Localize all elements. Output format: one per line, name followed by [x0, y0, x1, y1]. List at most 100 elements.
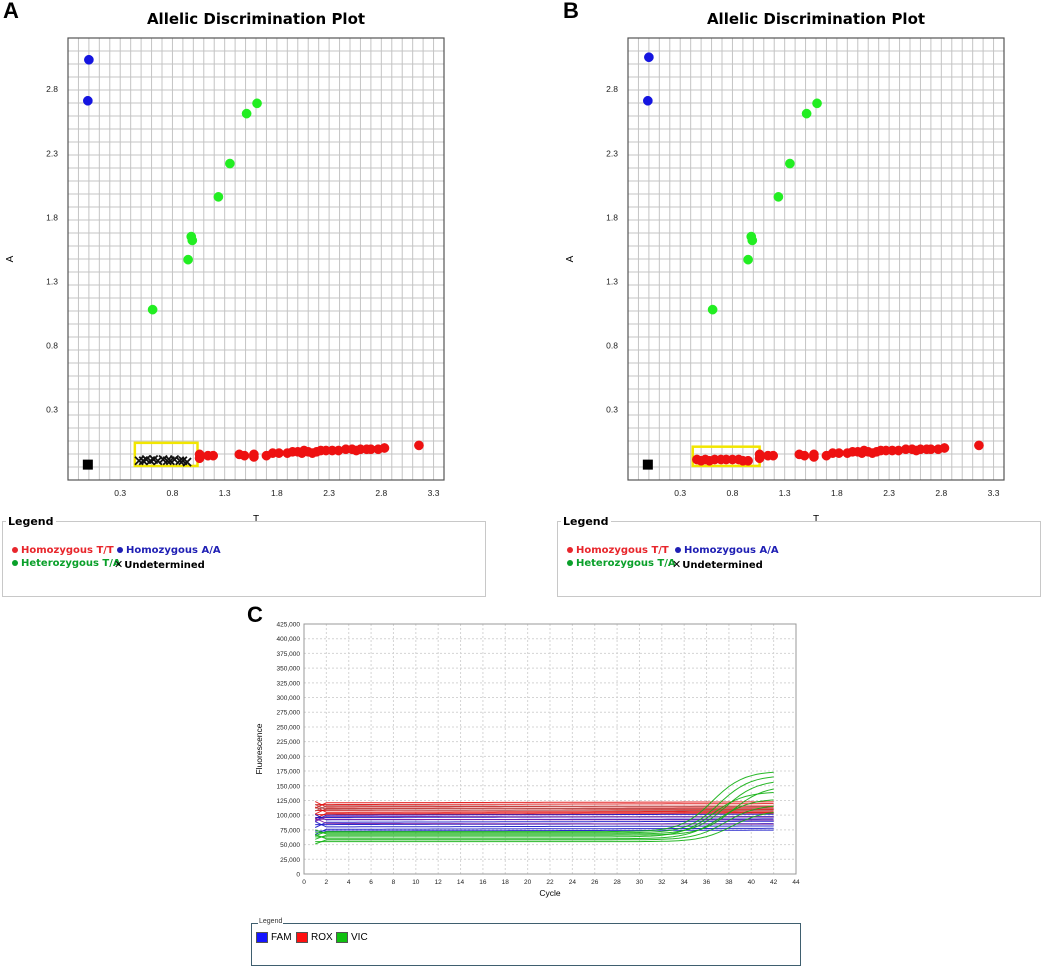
y-tick-label: 1.8 — [606, 212, 618, 222]
x-tick-label: 24 — [569, 879, 577, 886]
y-tick-label: 25,000 — [280, 857, 300, 864]
allelic-plot-b: 0.3 0.8 1.3 1.8 2.3 2.8 3.3 0.3 0.8 1.3 1.8 2.3 2.8 T… — [565, 37, 1005, 525]
y-tick-label: 1.3 — [46, 276, 58, 286]
heterozygous-t-a-point — [785, 158, 795, 169]
x-tick-label: 22 — [546, 879, 554, 886]
x-tick-label: 1.8 — [831, 488, 843, 498]
legend-c-item-fam: FAM — [256, 932, 292, 943]
heterozygous-t-a-point — [187, 235, 198, 246]
x-tick-label: 1.8 — [271, 488, 283, 498]
heterozygous-t-a-point — [743, 254, 753, 265]
homozygous-a-a-point — [642, 95, 653, 106]
plot-border — [67, 37, 445, 481]
panel-label-a: A — [3, 0, 19, 23]
fam-curve — [314, 815, 774, 823]
y-tick-label: 175,000 — [277, 769, 301, 776]
x-tick-label: 0 — [302, 879, 306, 886]
homozygous-t-t-point — [974, 440, 984, 451]
y-tick-label: 2.3 — [46, 148, 58, 158]
x-tick-label: 0.8 — [727, 488, 739, 498]
gridlines — [628, 38, 1004, 480]
homozygous-t-t-point — [834, 448, 844, 458]
x-mark-stroke — [178, 456, 188, 466]
legend-a-item-heterozygous-ta: Heterozygous T/A — [12, 558, 121, 569]
undetermined-point — [182, 457, 192, 467]
homozygous-t-t-point — [809, 452, 819, 462]
x-tick-label: 0.3 — [114, 488, 126, 498]
homozygous-a-a-point — [84, 54, 94, 65]
rox-swatch-icon — [296, 932, 308, 943]
x-axis-label: Cycle — [539, 888, 561, 898]
legend-a-item-undetermined: ✕Undetermined — [114, 558, 205, 571]
x-tick-label: 6 — [369, 879, 373, 886]
x-mark-stroke — [162, 456, 172, 466]
x-tick-label: 1.3 — [219, 488, 231, 498]
legend-dot-icon — [675, 547, 681, 553]
x-tick-label: 2 — [325, 879, 329, 886]
y-axis-label: A — [5, 255, 16, 262]
y-tick-label: 425,000 — [277, 622, 301, 629]
undetermined-point — [162, 456, 172, 466]
legend-dot-icon — [567, 560, 573, 566]
legend-a-item-homozygous-tt: Homozygous T/T — [12, 545, 114, 556]
y-tick-label: 2.8 — [46, 84, 58, 94]
heterozygous-t-a-point — [183, 254, 193, 265]
x-tick-label: 0.3 — [674, 488, 686, 498]
panel-label-c: C — [247, 602, 263, 627]
y-tick-label: 250,000 — [277, 724, 301, 731]
allelic-plot-a: 0.3 0.8 1.3 1.8 2.3 2.8 3.3 0.3 0.8 1.3 1.8 2.3 2.8 T… — [5, 37, 445, 525]
x-tick-label: 8 — [392, 879, 396, 886]
homozygous-t-t-point — [194, 453, 205, 464]
y-axis-label: A — [565, 255, 576, 262]
legend-b-item-undetermined: ✕Undetermined — [672, 558, 763, 571]
rox-curve — [315, 813, 774, 816]
vic-curve — [315, 771, 774, 837]
y-tick-label: 375,000 — [277, 651, 301, 658]
y-tick-label: 2.3 — [606, 148, 618, 158]
legend-b-item-heterozygous-ta: Heterozygous T/A — [567, 558, 676, 569]
heterozygous-t-a-point — [707, 304, 718, 315]
homozygous-t-t-point — [208, 450, 219, 461]
x-tick-label: 30 — [636, 879, 644, 886]
legend-c-item-vic: VIC — [336, 932, 368, 943]
legend-a — [2, 521, 486, 597]
x-tick-label: 3.3 — [428, 488, 440, 498]
fam-curve — [315, 818, 774, 821]
legend-c-item-rox: ROX — [296, 932, 333, 943]
plot-a-title: Allelic Discrimination Plot — [146, 10, 366, 28]
vic-curve — [315, 812, 774, 843]
y-tick-label: 100,000 — [277, 813, 301, 820]
heterozygous-t-a-point — [747, 235, 758, 246]
y-tick-label: 300,000 — [277, 695, 301, 702]
plot-b-title: Allelic Discrimination Plot — [706, 10, 926, 28]
y-tick-label: 225,000 — [277, 739, 301, 746]
homozygous-t-t-point — [249, 452, 259, 462]
rox-curve — [315, 803, 774, 806]
gridlines — [68, 38, 444, 480]
heterozygous-t-a-point — [773, 192, 784, 202]
x-tick-label: 44 — [792, 879, 800, 886]
legend-label: VIC — [351, 932, 368, 944]
homozygous-a-a-point — [644, 52, 654, 63]
y-tick-label: 0.3 — [606, 405, 618, 415]
homozygous-t-t-point — [939, 443, 950, 453]
homozygous-t-t-point — [414, 440, 424, 451]
rox-curve — [314, 811, 774, 820]
heterozygous-t-a-point — [252, 98, 262, 109]
x-mark-stroke — [158, 454, 168, 465]
legend-label: Homozygous A/A — [684, 545, 779, 556]
y-tick-label: 0 — [296, 872, 300, 879]
x-tick-label: 10 — [412, 879, 420, 886]
heterozygous-t-a-point — [225, 158, 235, 169]
vic-swatch-icon — [336, 932, 348, 943]
x-tick-label: 28 — [613, 879, 621, 886]
x-tick-label: 34 — [681, 879, 689, 886]
x-mark-stroke — [149, 454, 159, 465]
x-tick-label: 2.3 — [323, 488, 335, 498]
x-tick-label: 42 — [770, 879, 778, 886]
heterozygous-t-a-point — [812, 98, 822, 109]
plot-border — [303, 623, 797, 875]
ntc-point — [82, 459, 93, 470]
legend-b-heading: Legend — [561, 515, 611, 528]
y-tick-label: 125,000 — [277, 798, 301, 805]
